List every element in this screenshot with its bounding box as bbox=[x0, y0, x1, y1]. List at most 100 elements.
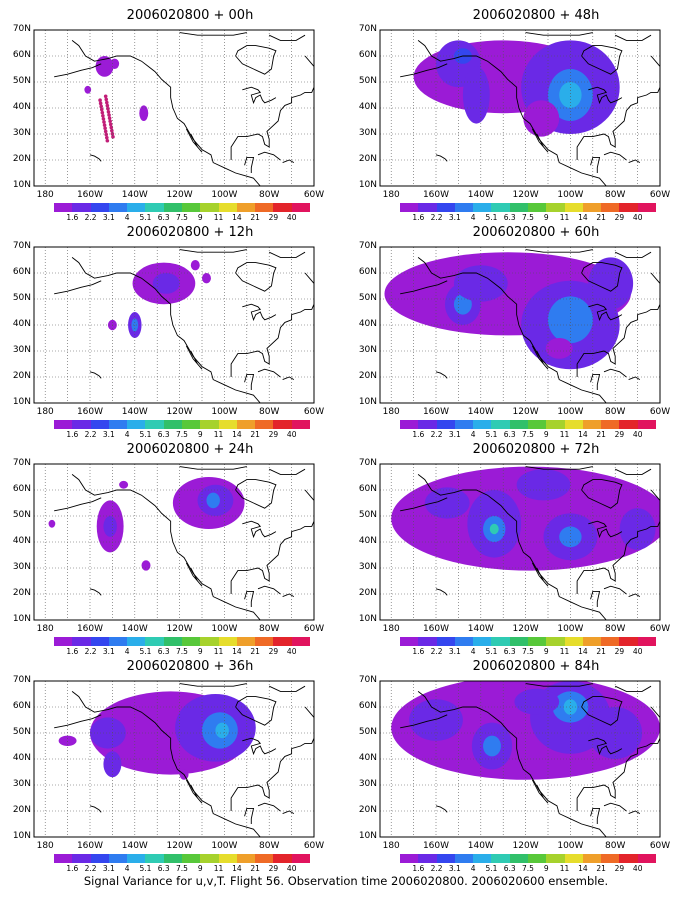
colorbar-tick-label: 21 bbox=[596, 864, 606, 873]
colorbar-swatch bbox=[181, 854, 201, 863]
lon-label: 140W bbox=[121, 407, 148, 417]
coastline bbox=[89, 371, 102, 379]
coastline bbox=[435, 805, 448, 813]
colorbar-tick-label: 4 bbox=[124, 864, 130, 873]
coastline bbox=[235, 479, 277, 509]
coastline bbox=[71, 474, 262, 620]
colorbar-swatch bbox=[127, 203, 146, 212]
coastline bbox=[179, 466, 247, 470]
coastline bbox=[400, 280, 448, 295]
lon-label: 120W bbox=[166, 841, 193, 851]
colorbar-tick-label: 2.2 bbox=[84, 864, 97, 873]
obs-point bbox=[98, 101, 103, 106]
colorbar-tick-label: 21 bbox=[596, 647, 606, 656]
colorbar-tick-label: 4 bbox=[124, 213, 130, 222]
colorbar-swatch bbox=[127, 854, 146, 863]
colorbar-swatch bbox=[527, 854, 547, 863]
lat-label: 30N bbox=[12, 128, 31, 138]
colorbar-swatch bbox=[90, 203, 109, 212]
colorbar-tick-label: 29 bbox=[268, 430, 279, 439]
colorbar-swatch bbox=[163, 420, 182, 429]
colorbar-swatch bbox=[273, 637, 292, 646]
colorbar-swatch bbox=[454, 637, 474, 646]
colorbar-swatch bbox=[181, 420, 201, 429]
coastline bbox=[244, 373, 255, 390]
obs-point bbox=[107, 113, 111, 117]
coastline bbox=[242, 520, 277, 539]
lon-label: 60W bbox=[649, 624, 671, 634]
obs-point bbox=[100, 110, 105, 115]
lat-label: 60N bbox=[358, 484, 377, 494]
coastline bbox=[417, 40, 608, 186]
colorbar-swatch bbox=[54, 637, 73, 646]
lat-label: 70N bbox=[358, 24, 377, 34]
lon-label: 80W bbox=[605, 841, 626, 851]
colorbar-tick-label: 1.6 bbox=[412, 647, 425, 656]
panel-title: 2006020800 + 72h bbox=[472, 442, 600, 457]
variance-contour bbox=[48, 519, 56, 528]
obs-point bbox=[103, 126, 107, 131]
map-canvas bbox=[33, 246, 315, 404]
map-panel-84h: 2006020800 + 84h 70N 60N 50N 40N 30N 20N 10N 180… bbox=[359, 659, 692, 879]
obs-point bbox=[103, 94, 108, 99]
colorbar-tick-label: 7.5 bbox=[176, 213, 188, 222]
colorbar-swatch bbox=[454, 854, 474, 863]
colorbar-tick-label: 6.3 bbox=[503, 647, 516, 656]
coastline bbox=[71, 257, 262, 403]
lat-label: 30N bbox=[358, 779, 377, 789]
lat-label: 20N bbox=[12, 154, 31, 164]
colorbar-tick-label: 21 bbox=[250, 430, 260, 439]
colorbar-swatch bbox=[127, 420, 146, 429]
colorbar-tick-label: 14 bbox=[232, 864, 242, 873]
map-frame bbox=[33, 463, 315, 621]
colorbar-swatch bbox=[582, 203, 602, 212]
coastline bbox=[257, 585, 281, 595]
colorbar-tick-label: 11 bbox=[559, 430, 570, 439]
colorbar-tick-label: 21 bbox=[596, 213, 606, 222]
map-panel-60h: 2006020800 + 60h 70N 60N 50N 40N 30N 20N 10N 180… bbox=[359, 225, 692, 445]
colorbar-swatch bbox=[108, 854, 128, 863]
lat-label: 70N bbox=[358, 241, 377, 251]
colorbar-swatch bbox=[527, 637, 547, 646]
lon-label: 160W bbox=[422, 624, 450, 634]
colorbar-swatch bbox=[255, 420, 274, 429]
lat-label: 40N bbox=[358, 102, 377, 112]
coastline bbox=[628, 810, 641, 815]
variance-contour bbox=[119, 480, 129, 489]
lat-label: 20N bbox=[358, 588, 377, 598]
coastline bbox=[435, 588, 448, 596]
colorbar-tick-label: 4 bbox=[124, 430, 130, 439]
coastline bbox=[590, 373, 601, 390]
colorbar-swatch bbox=[564, 854, 583, 863]
colorbar-tick-label: 3.1 bbox=[448, 647, 461, 656]
obs-point bbox=[99, 104, 103, 109]
colorbar-tick-label: 2.2 bbox=[84, 647, 97, 656]
colorbar-swatch bbox=[163, 854, 182, 863]
coastline bbox=[304, 272, 314, 292]
colorbar-swatch bbox=[90, 420, 109, 429]
colorbar-swatch bbox=[473, 203, 492, 212]
map-frame bbox=[33, 680, 315, 838]
colorbar-swatch bbox=[218, 420, 237, 429]
colorbar-tick-label: 9 bbox=[197, 430, 203, 439]
colorbar-swatch bbox=[90, 854, 109, 863]
obs-point bbox=[101, 114, 105, 118]
coastline bbox=[581, 479, 623, 509]
colorbar-swatch bbox=[72, 854, 91, 863]
lon-label: 160W bbox=[76, 407, 104, 417]
colorbar-tick-label: 3.1 bbox=[102, 864, 115, 873]
coastline bbox=[89, 154, 102, 162]
lon-label: 120W bbox=[166, 190, 193, 200]
lat-label: 60N bbox=[12, 484, 31, 494]
colorbar-tick-label: 2.2 bbox=[430, 864, 443, 873]
obs-point bbox=[108, 122, 113, 127]
lat-label: 40N bbox=[12, 536, 31, 546]
map-panel-00h: 2006020800 + 00h 70N 60N 50N 40N 30N 20N 10N 180… bbox=[13, 8, 360, 228]
colorbar-swatch bbox=[491, 420, 510, 429]
colorbar-tick-label: 29 bbox=[614, 647, 625, 656]
lat-label: 70N bbox=[12, 24, 31, 34]
panel-title: 2006020800 + 00h bbox=[126, 8, 254, 23]
lat-label: 40N bbox=[12, 319, 31, 329]
coastline bbox=[282, 159, 295, 164]
lon-label: 100W bbox=[211, 190, 238, 200]
